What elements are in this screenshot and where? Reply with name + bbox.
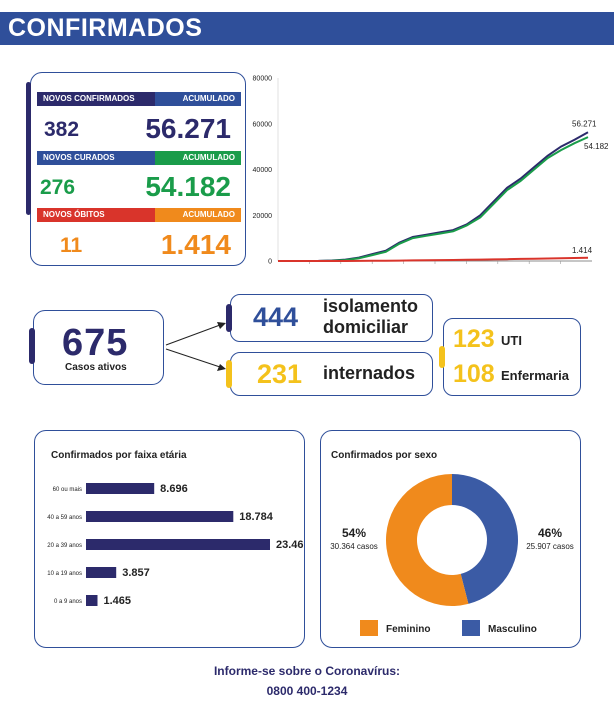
y-tick-label: 40000 <box>253 167 273 174</box>
legend-label-feminino: Feminino <box>386 624 430 635</box>
age-category-label: 0 a 9 anos <box>54 599 82 605</box>
series-line-curados <box>278 136 589 262</box>
footer-info-text: Informe-se sobre o Coronavírus: <box>213 664 401 678</box>
obitos-acc-label: ACUMULADO <box>155 208 241 222</box>
age-category-label: 20 a 39 anos <box>47 543 82 549</box>
sex-chart-title: Confirmados por sexo <box>331 450 438 461</box>
arrow-head-internados <box>217 364 226 371</box>
masculino-cases: 25.907 casos <box>526 542 574 551</box>
series-line-confirmados <box>278 131 589 262</box>
uti-value: 123 <box>453 325 495 353</box>
age-category-label: 10 a 19 anos <box>47 571 82 577</box>
curados-acc-label: ACUMULADO <box>155 151 241 165</box>
age-chart-title: Confirmados por faixa etária <box>51 450 187 461</box>
page-title: CONFIRMADOS <box>8 14 203 42</box>
age-category-label: 40 a 59 anos <box>47 515 82 521</box>
isolamento-box <box>230 294 433 342</box>
series-line-obitos <box>278 256 589 262</box>
y-tick-label: 0 <box>268 259 272 266</box>
curados-new-value: 276 <box>40 176 76 199</box>
y-tick-label: 20000 <box>253 213 273 220</box>
isolamento-accent-bar <box>226 304 232 332</box>
casos-accent-bar <box>29 328 35 364</box>
arrow-head-isolamento <box>217 322 226 329</box>
masculino-percent: 46% <box>538 526 562 540</box>
isolamento-label-line1: isolamento <box>323 296 419 316</box>
cumulative-line-chart: 0 20000 40000 60000 80000 56.271 54.182 1.414 <box>253 76 608 266</box>
confirmados-label: NOVOS CONFIRMADOS <box>37 92 155 106</box>
end-label-curados: 54.182 <box>584 142 608 151</box>
footer-phone: 0800 400-1234 <box>266 684 348 698</box>
enfermaria-value: 108 <box>453 360 495 388</box>
confirmados-band: NOVOS CONFIRMADOS ACUMULADO <box>37 92 241 106</box>
end-label-confirmados: 56.271 <box>572 119 597 128</box>
internados-box <box>230 352 433 396</box>
uti-label: UTI <box>501 333 522 348</box>
stats-accent-bar <box>26 82 31 215</box>
curados-label: NOVOS CURADOS <box>37 151 155 165</box>
sex-chart-card <box>320 430 581 648</box>
obitos-band: NOVOS ÓBITOS ACUMULADO <box>37 208 241 222</box>
age-bar <box>86 539 270 550</box>
arrow-to-internados <box>165 348 221 368</box>
uti-enfermaria-box <box>443 318 581 396</box>
feminino-cases: 30.364 casos <box>330 542 378 551</box>
age-bar <box>86 511 234 522</box>
age-value-label: 23.469 <box>276 539 304 551</box>
age-value-label: 8.696 <box>160 483 188 495</box>
casos-ativos-label: Casos ativos <box>65 362 127 373</box>
end-label-obitos: 1.414 <box>572 246 593 255</box>
y-tick-label: 80000 <box>253 76 273 83</box>
age-bar-chart: 60 ou mais 8.696 40 a 59 anos 18.784 20 a 39… <box>47 483 304 607</box>
header-bar: CONFIRMADOS <box>0 12 614 45</box>
sex-donut-chart: 54% 30.364 casos 46% 25.907 casos Feminino Ma… <box>330 474 574 636</box>
internados-value: 231 <box>257 359 303 389</box>
age-value-label: 18.784 <box>239 511 274 523</box>
legend-label-masculino: Masculino <box>488 624 537 635</box>
casos-ativos-value: 675 <box>62 322 129 364</box>
obitos-new-value: 11 <box>60 234 83 257</box>
obitos-label: NOVOS ÓBITOS <box>37 208 155 222</box>
donut-slice-feminino <box>386 474 469 606</box>
uti-accent-bar <box>439 346 445 368</box>
arrow-to-isolamento <box>165 324 221 346</box>
legend-swatch-feminino <box>360 620 378 636</box>
y-tick-label: 60000 <box>253 121 273 128</box>
isolamento-label: isolamento domiciliar <box>323 296 418 338</box>
feminino-percent: 54% <box>342 526 366 540</box>
casos-ativos-card <box>33 310 164 385</box>
internados-label: internados <box>323 363 416 383</box>
isolamento-label-line2: domiciliar <box>323 317 409 337</box>
age-bar <box>86 595 98 606</box>
curados-acc-value: 54.182 <box>145 171 231 202</box>
curados-band: NOVOS CURADOS ACUMULADO <box>37 151 241 165</box>
enfermaria-label: Enfermaria <box>501 368 569 383</box>
isolamento-value: 444 <box>253 302 299 332</box>
donut-slice-masculino <box>452 474 518 604</box>
confirmados-acc-label: ACUMULADO <box>155 92 241 106</box>
age-bar <box>86 567 117 578</box>
confirmados-acc-value: 56.271 <box>145 113 231 144</box>
confirmados-new-value: 382 <box>44 118 80 141</box>
age-value-label: 3.857 <box>122 567 150 579</box>
obitos-acc-value: 1.414 <box>160 229 231 260</box>
internados-accent-bar <box>226 360 232 388</box>
legend-swatch-masculino <box>462 620 480 636</box>
flow-arrows <box>165 322 226 371</box>
age-value-label: 1.465 <box>103 595 131 607</box>
age-bar <box>86 483 155 494</box>
age-category-label: 60 ou mais <box>53 487 82 493</box>
